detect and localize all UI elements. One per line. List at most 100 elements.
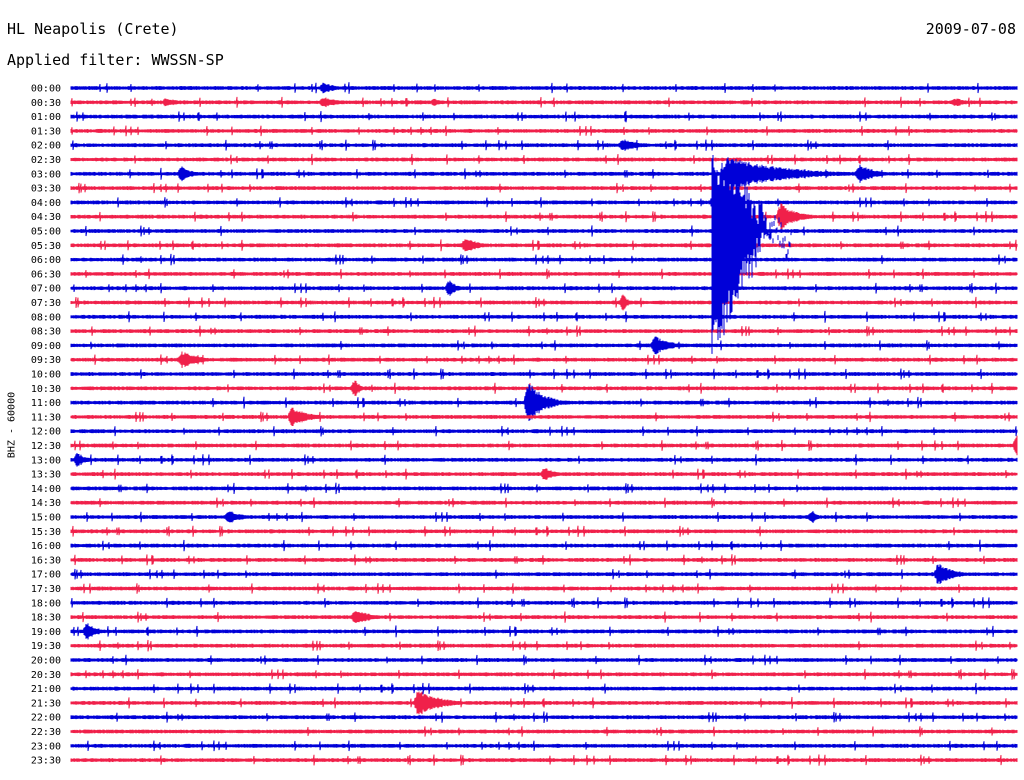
seismic-trace	[70, 407, 1018, 427]
trace-time-label: 08:30	[31, 327, 61, 338]
trace-time-label: 17:30	[31, 584, 61, 595]
trace-time-label: 00:00	[31, 84, 61, 95]
trace-time-label: 05:30	[31, 241, 61, 252]
trace-time-label: 06:30	[31, 269, 61, 280]
seismic-trace	[70, 197, 1018, 208]
seismic-trace	[70, 525, 1018, 537]
seismic-trace	[70, 740, 1018, 752]
seismic-trace	[70, 368, 1018, 380]
trace-time-label: 19:00	[31, 627, 61, 638]
seismic-trace	[70, 153, 1018, 166]
seismic-trace	[70, 96, 1018, 108]
trace-time-label: 22:00	[31, 713, 61, 724]
trace-time-label: 15:30	[31, 527, 61, 538]
trace-time-label: 01:00	[31, 112, 61, 123]
seismic-trace	[70, 336, 1018, 355]
seismic-trace	[70, 203, 1018, 231]
seismic-trace	[70, 682, 1018, 695]
seismic-trace	[70, 82, 1018, 94]
station-title: HL Neapolis (Crete)	[7, 20, 179, 38]
trace-time-label: 03:00	[31, 169, 61, 180]
trace-time-label: 15:00	[31, 513, 61, 524]
earthquake-signal	[711, 155, 792, 354]
trace-time-label: 09:30	[31, 355, 61, 366]
seismic-trace	[70, 497, 1018, 509]
trace-time-label: 02:00	[31, 141, 61, 152]
seismic-trace	[70, 726, 1018, 737]
seismic-trace	[70, 597, 1018, 609]
seismic-trace	[70, 425, 1018, 437]
seismic-trace	[70, 225, 1018, 237]
trace-time-label: 17:00	[31, 570, 61, 581]
seismic-trace	[70, 583, 1018, 594]
seismic-trace	[70, 157, 1018, 191]
trace-time-label: 07:30	[31, 298, 61, 309]
trace-time-label: 16:00	[31, 541, 61, 552]
trace-time-label: 20:30	[31, 670, 61, 681]
trace-time-label: 20:00	[31, 656, 61, 667]
seismic-trace	[70, 754, 1018, 766]
trace-time-label: 12:30	[31, 441, 61, 452]
trace-time-label: 14:30	[31, 498, 61, 509]
trace-time-label: 08:00	[31, 312, 61, 323]
seismic-trace	[70, 435, 1018, 456]
seismic-trace	[70, 639, 1018, 652]
trace-time-label: 21:00	[31, 684, 61, 695]
seismic-trace	[70, 125, 1018, 137]
trace-time-label: 21:30	[31, 698, 61, 709]
seismic-trace	[70, 325, 1018, 337]
seismic-trace	[70, 351, 1018, 368]
seismic-trace	[70, 691, 1018, 715]
trace-time-label: 01:30	[31, 126, 61, 137]
filter-label: Applied filter: WWSSN-SP	[7, 51, 224, 69]
trace-time-label: 23:00	[31, 741, 61, 752]
trace-time-label: 18:00	[31, 598, 61, 609]
seismic-trace	[70, 239, 1018, 252]
trace-time-label: 02:30	[31, 155, 61, 166]
seismic-trace	[70, 139, 1018, 151]
seismic-trace	[70, 511, 1018, 523]
seismic-trace	[70, 452, 1018, 467]
trace-time-label: 06:00	[31, 255, 61, 266]
trace-time-label: 11:00	[31, 398, 61, 409]
trace-time-label: 11:30	[31, 412, 61, 423]
seismic-trace	[70, 623, 1018, 640]
seismic-trace	[70, 110, 1018, 123]
trace-time-label: 00:30	[31, 98, 61, 109]
trace-time-label: 03:30	[31, 184, 61, 195]
trace-time-label: 04:30	[31, 212, 61, 223]
trace-time-label: 22:30	[31, 727, 61, 738]
trace-time-label: 14:00	[31, 484, 61, 495]
seismic-trace	[70, 554, 1018, 566]
seismic-trace	[70, 253, 1018, 266]
seismic-trace	[70, 380, 1018, 396]
trace-time-label: 05:00	[31, 227, 61, 238]
trace-time-label: 10:30	[31, 384, 61, 395]
seismic-trace	[70, 611, 1018, 624]
seismic-trace	[70, 564, 1018, 585]
seismic-trace	[70, 280, 1018, 296]
trace-time-label: 07:00	[31, 284, 61, 295]
trace-time-label: 10:00	[31, 370, 61, 381]
seismic-trace	[70, 294, 1018, 311]
trace-time-label: 16:30	[31, 555, 61, 566]
trace-time-label: 13:00	[31, 455, 61, 466]
trace-time-label: 18:30	[31, 613, 61, 624]
trace-time-label: 13:30	[31, 470, 61, 481]
seismic-trace	[70, 182, 1018, 194]
seismic-trace	[70, 268, 1018, 280]
trace-time-label: 12:00	[31, 427, 61, 438]
seismic-trace	[70, 468, 1018, 480]
seismic-trace	[70, 384, 1018, 422]
trace-time-label: 04:00	[31, 198, 61, 209]
seismic-trace	[70, 482, 1018, 495]
seismic-trace	[70, 668, 1018, 680]
seismic-trace	[70, 539, 1018, 552]
seismic-trace	[70, 310, 1018, 323]
record-date: 2009-07-08	[925, 20, 1016, 38]
seismic-trace	[70, 711, 1018, 723]
trace-time-label: 19:30	[31, 641, 61, 652]
seismic-trace	[70, 654, 1018, 666]
trace-time-label: 23:30	[31, 756, 61, 767]
